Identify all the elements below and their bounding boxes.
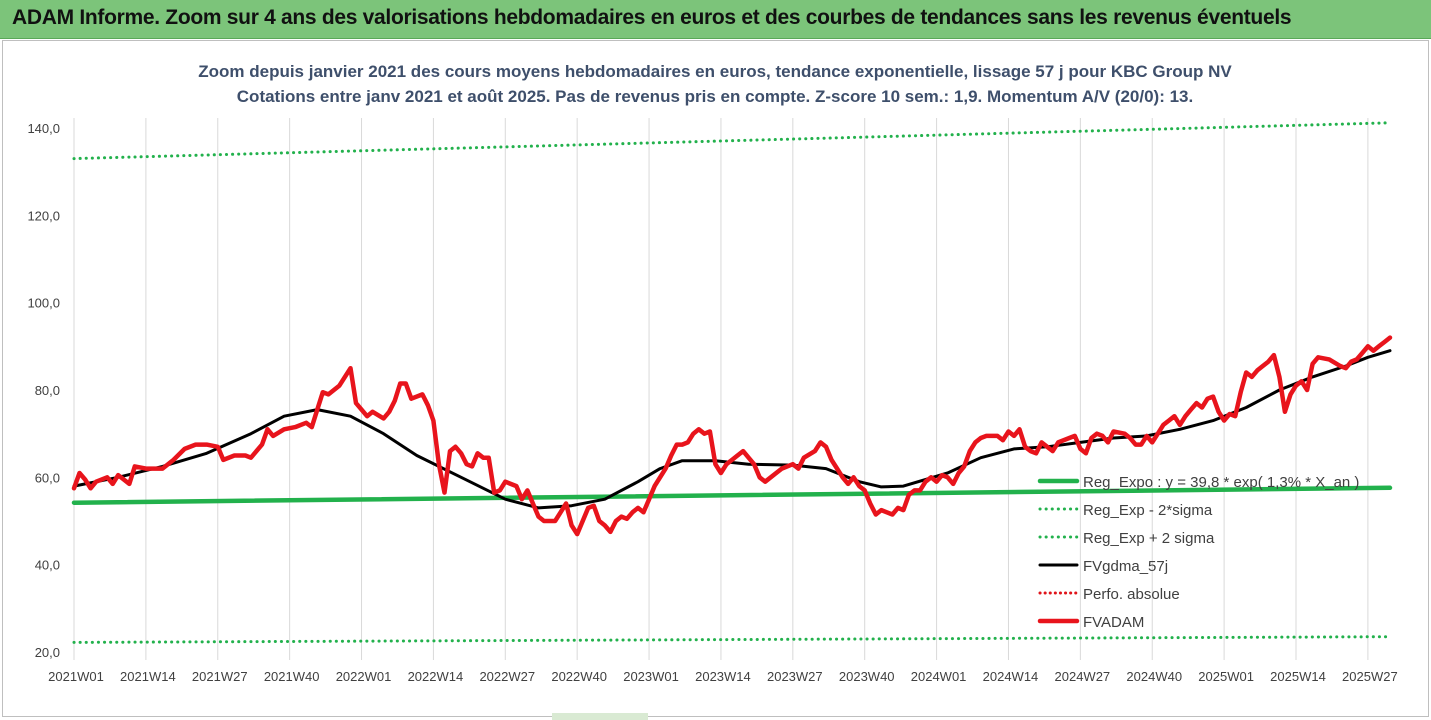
y-tick-label-60: 60,0 <box>35 470 60 485</box>
legend-label-reg-expo: Reg_Expo : y = 39,8 * exp( 1,3% * X_an ) <box>1083 474 1359 491</box>
x-tick-label-2022W40: 2022W40 <box>551 669 607 684</box>
x-tick-label-2025W14: 2025W14 <box>1270 669 1326 684</box>
legend-label-perfo-absolue: Perfo. absolue <box>1083 586 1180 603</box>
y-tick-label-40: 40,0 <box>35 558 60 573</box>
x-tick-label-2024W14: 2024W14 <box>983 669 1039 684</box>
chart-frame <box>2 40 1429 717</box>
chart-title: Zoom depuis janvier 2021 des cours moyen… <box>198 62 1232 81</box>
series-line-fvgdma-57j <box>72 349 1392 510</box>
report-banner: ADAM Informe. Zoom sur 4 ans des valoris… <box>0 0 1431 39</box>
legend-label-fvgdma-57j: FVgdma_57j <box>1083 558 1168 575</box>
legend-label-reg-exp-plus-2-sigma: Reg_Exp + 2 sigma <box>1083 530 1215 547</box>
legend: Reg_Expo : y = 39,8 * exp( 1,3% * X_an )… <box>1037 474 1359 631</box>
x-tick-label-2023W01: 2023W01 <box>623 669 679 684</box>
series-line-reg-expo <box>71 485 1393 505</box>
y-tick-label-120: 120,0 <box>27 208 60 223</box>
x-tick-label-2023W27: 2023W27 <box>767 669 823 684</box>
report-title: ADAM Informe. Zoom sur 4 ans des valoris… <box>12 6 1292 29</box>
series-line-reg-exp-minus-2-sigma <box>72 635 1392 644</box>
x-tick-label-2022W01: 2022W01 <box>336 669 392 684</box>
x-tick-label-2025W27: 2025W27 <box>1342 669 1398 684</box>
series-lines <box>71 121 1393 644</box>
x-axis: 2021W01 2021W14 2021W27 2021W40 2022W01 2022W… <box>48 669 1398 684</box>
legend-label-fvadam: FVADAM <box>1083 614 1144 631</box>
x-tick-label-2021W14: 2021W14 <box>120 669 176 684</box>
x-tick-label-2021W01: 2021W01 <box>48 669 104 684</box>
chart-subtitle: Cotations entre janv 2021 et août 2025. … <box>237 87 1193 106</box>
x-tick-label-2023W14: 2023W14 <box>695 669 751 684</box>
vertical-gridlines <box>73 118 1369 660</box>
legend-label-reg-exp-minus-2-sigma: Reg_Exp - 2*sigma <box>1083 502 1213 519</box>
y-tick-label-20: 20,0 <box>35 645 60 660</box>
x-tick-label-2024W40: 2024W40 <box>1126 669 1182 684</box>
x-tick-label-2022W27: 2022W27 <box>479 669 535 684</box>
x-tick-label-2024W27: 2024W27 <box>1055 669 1111 684</box>
x-tick-label-2021W40: 2021W40 <box>264 669 320 684</box>
y-tick-label-80: 80,0 <box>35 383 60 398</box>
series-line-reg-exp-plus-2-sigma <box>72 121 1392 161</box>
y-tick-label-100: 100,0 <box>27 296 60 311</box>
x-tick-label-2021W27: 2021W27 <box>192 669 248 684</box>
series-line-fvadam <box>71 335 1393 537</box>
y-tick-label-140: 140,0 <box>27 121 60 136</box>
x-tick-label-2022W14: 2022W14 <box>408 669 464 684</box>
x-tick-label-2023W40: 2023W40 <box>839 669 895 684</box>
x-tick-label-2024W01: 2024W01 <box>911 669 967 684</box>
x-tick-label-2025W01: 2025W01 <box>1198 669 1254 684</box>
y-axis: 20,0 40,0 60,0 80,0 100,0 120,0 140,0 <box>27 121 60 660</box>
sheet-tab-edge <box>552 713 648 720</box>
